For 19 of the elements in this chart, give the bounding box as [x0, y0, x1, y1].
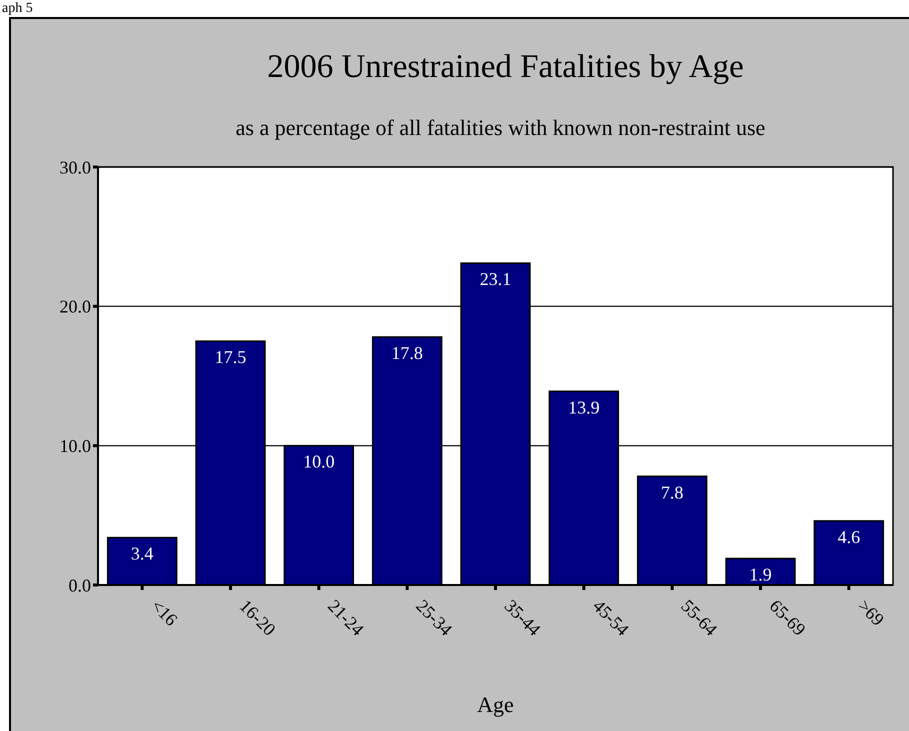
x-axis-title: Age — [477, 692, 514, 717]
y-tick-label: 20.0 — [60, 296, 91, 317]
text: aph 5 — [2, 1, 33, 16]
data-label: 4.6 — [838, 526, 860, 547]
x-tick-label: >69 — [854, 596, 888, 630]
y-tick-label: 30.0 — [60, 157, 91, 178]
data-label: 13.9 — [568, 397, 600, 418]
x-tick-label: <16 — [147, 596, 182, 630]
data-label: 17.8 — [391, 342, 423, 363]
chart-title: 2006 Unrestrained Fatalities by Age — [267, 49, 744, 85]
y-tick-label: 10.0 — [60, 436, 91, 456]
data-label: 23.1 — [480, 269, 512, 290]
data-label: 3.4 — [130, 544, 154, 564]
y-tick-label: 0.0 — [68, 575, 91, 596]
data-label: 1.9 — [749, 564, 772, 585]
data-label: 7.8 — [660, 482, 684, 502]
chart-subtitle: as a percentage of all fatalities with known non-restraint use — [236, 115, 766, 140]
data-label: 10.0 — [303, 452, 335, 472]
data-label: 17.5 — [214, 347, 246, 368]
